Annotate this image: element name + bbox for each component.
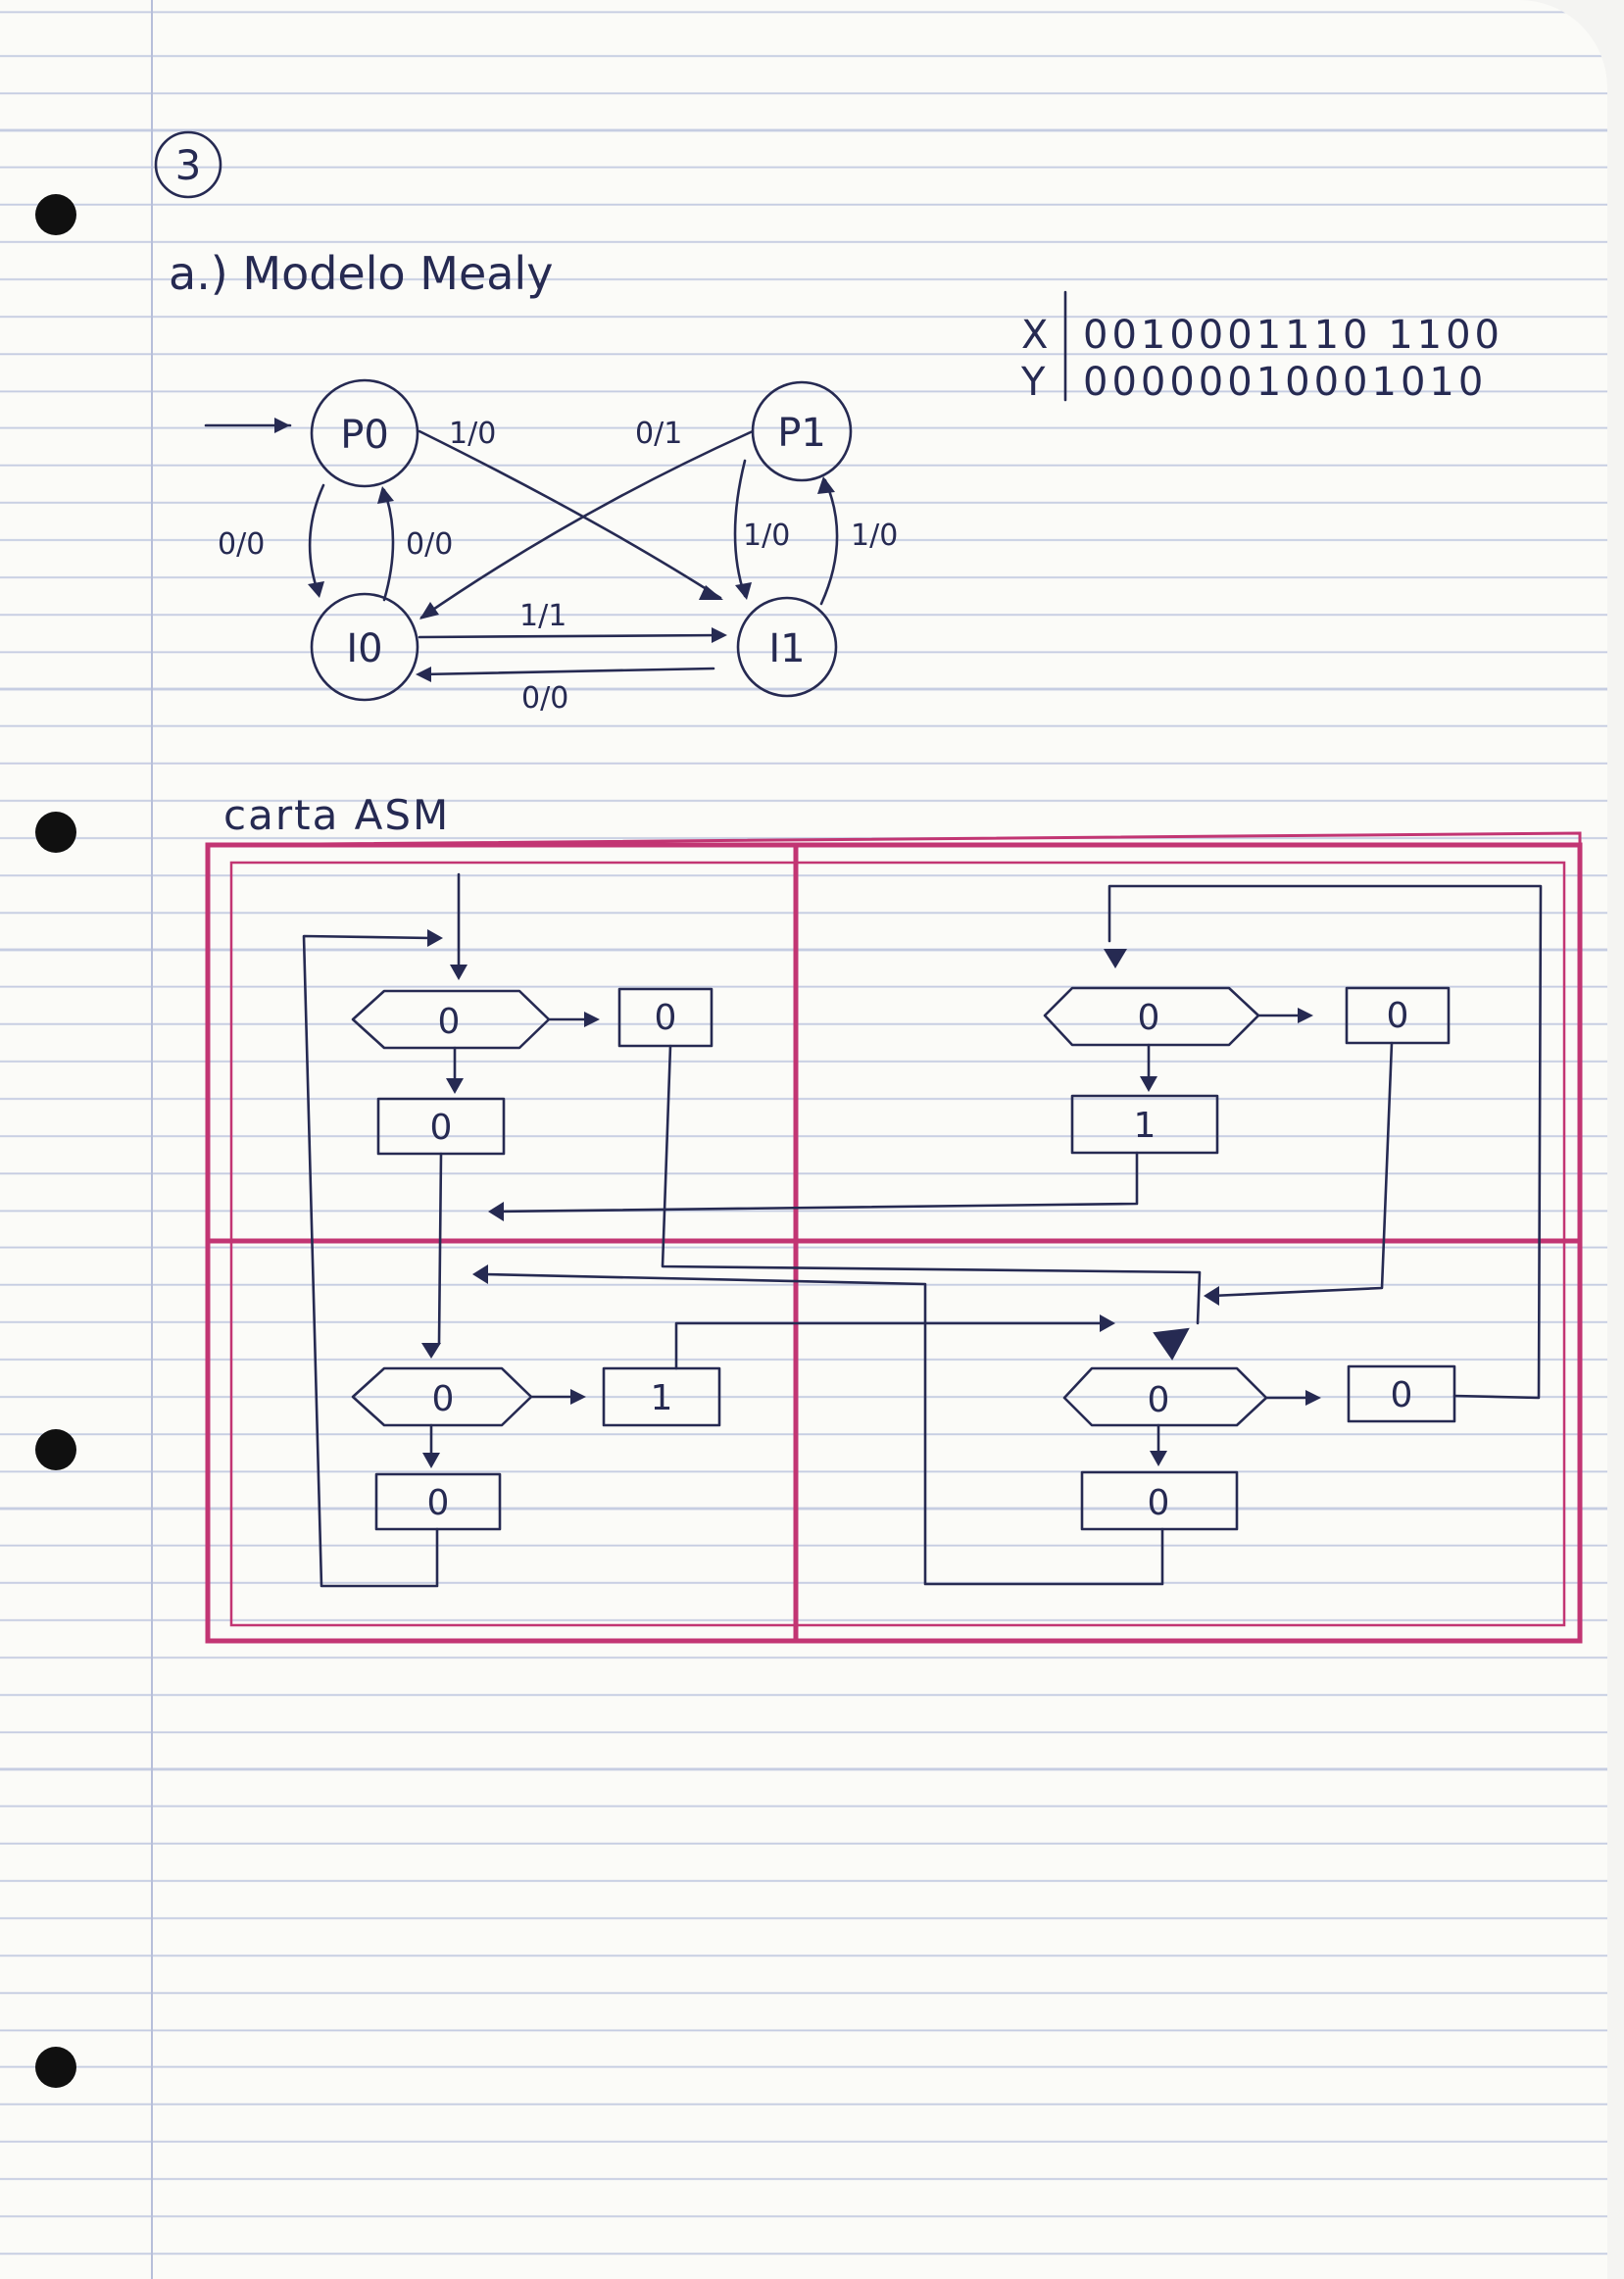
transition-p0-i1	[418, 429, 722, 600]
asm-block-2: 0 0 1	[1043, 949, 1451, 1155]
decision-label: 0	[1138, 998, 1160, 1038]
state-box-label: 1	[1134, 1106, 1156, 1146]
asm-connections	[302, 884, 1543, 1588]
decision-label: 0	[1148, 1380, 1170, 1420]
binder-hole	[35, 2047, 76, 2088]
decision-label: 0	[438, 1002, 461, 1042]
state-box-label: 0	[430, 1108, 453, 1148]
state-box	[1070, 1094, 1219, 1155]
binder-hole	[35, 1429, 76, 1470]
binder-hole	[35, 812, 76, 853]
state-box	[1080, 1470, 1239, 1531]
transition-p0-i0	[308, 483, 325, 596]
transition-label: 0/0	[406, 527, 453, 562]
y-row-values: 00000010001010	[1083, 360, 1487, 405]
conditional-output-label: 0	[1391, 1375, 1413, 1415]
conditional-output-label: 1	[651, 1378, 673, 1418]
asm-block-1: 0 0 0	[351, 872, 714, 1156]
state-box-label: 0	[427, 1483, 450, 1523]
transition-i1-p1	[819, 478, 839, 606]
transition-label: 1/0	[743, 519, 790, 553]
state-p0: P0	[310, 378, 419, 488]
state-i0: I0	[310, 592, 419, 702]
state-p1-label: P1	[777, 411, 826, 456]
conditional-output-box	[1345, 986, 1451, 1045]
asm-frame	[205, 831, 1583, 1644]
conditional-output-label: 0	[655, 998, 677, 1038]
y-row-label: Y	[1020, 360, 1046, 405]
conditional-output-label: 0	[1387, 996, 1409, 1036]
margin-line	[151, 0, 153, 2279]
transition-label: 0/0	[218, 527, 265, 562]
asm-chart-title: carta ASM	[223, 791, 450, 839]
transition-i1-i0	[419, 667, 715, 676]
state-i0-label: I0	[346, 626, 382, 671]
x-row-label: X	[1021, 313, 1048, 358]
conditional-output-box	[602, 1366, 721, 1427]
state-diagram: P0 P1 I0 I1 1/0 0/1 0/0 0/0	[204, 378, 898, 716]
transition-i0-p0	[382, 488, 395, 602]
conditional-output-box	[1347, 1364, 1456, 1423]
conditional-output-box	[617, 987, 714, 1048]
state-i1: I1	[736, 596, 838, 698]
transition-label: 0/1	[635, 417, 682, 451]
state-i1-label: I1	[768, 626, 805, 671]
sequence-table: X 0010001110 1100 Y 00000010001010	[1020, 290, 1503, 405]
transition-p1-i0	[419, 429, 755, 619]
state-box-label: 0	[1148, 1483, 1170, 1523]
transition-p1-i1	[733, 459, 747, 598]
heading: a.) Modelo Mealy	[169, 247, 553, 300]
asm-block-4: 0 0 0	[1062, 1327, 1456, 1531]
transition-label: 1/1	[519, 599, 566, 633]
state-p0-label: P0	[340, 413, 389, 458]
binder-hole	[35, 194, 76, 235]
problem-number-badge: 3	[154, 130, 222, 199]
transition-label: 1/0	[851, 519, 898, 553]
state-p1: P1	[751, 380, 853, 482]
transition-label: 1/0	[449, 417, 496, 451]
asm-block-3: 0 1 0	[351, 1343, 721, 1531]
decision-label: 0	[432, 1379, 455, 1419]
x-row-values: 0010001110 1100	[1083, 313, 1503, 358]
problem-number: 3	[175, 141, 202, 189]
transition-label: 0/0	[521, 681, 568, 716]
transition-i0-i1	[418, 633, 725, 639]
